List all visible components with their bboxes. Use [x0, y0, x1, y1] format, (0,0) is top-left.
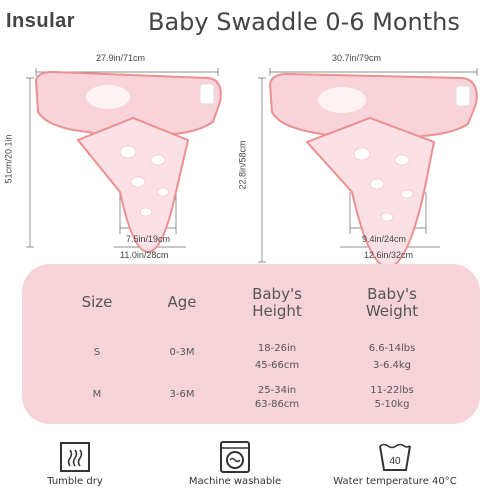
tumble-dry-icon: [60, 442, 90, 472]
small-width-inner-label: 7.5in/19cm: [126, 234, 171, 244]
header-age: Age: [167, 293, 197, 311]
row-weight-lbs: 11-22lbs: [370, 385, 414, 396]
header: Insular Baby Swaddle 0-6 Months: [0, 0, 500, 40]
small-swaddle-image: [26, 68, 222, 254]
row-height-cm: 63-86cm: [254, 399, 300, 410]
small-width-top-label: 27.9in/71cm: [96, 53, 146, 63]
row-height-cm: 45-66cm: [254, 360, 300, 371]
large-swaddle-image: [258, 68, 478, 267]
row-age: 3-6M: [169, 389, 195, 400]
row-size: S: [93, 347, 101, 358]
size-chart-table: Size Age Baby's Height Baby's Weight S 0…: [22, 264, 480, 424]
care-water-temperature: 40 Water temperature 40°C: [320, 440, 470, 495]
temperature-value: 40: [389, 456, 401, 467]
care-label: Machine washable: [188, 476, 282, 487]
care-tumble-dry: Tumble dry: [0, 440, 150, 495]
row-height-in: 25-34in: [257, 385, 297, 396]
row-height-in: 18-26in: [257, 343, 297, 354]
small-width-bottom-label: 11.0in/28cm: [120, 250, 169, 260]
row-weight-lbs: 6.6-14lbs: [368, 343, 416, 354]
row-weight-kg: 5-10kg: [374, 399, 410, 410]
row-age: 0-3M: [169, 347, 195, 358]
machine-wash-icon: [220, 441, 250, 473]
page-title: Baby Swaddle 0-6 Months: [148, 8, 460, 36]
care-machine-wash: Machine washable: [160, 440, 310, 495]
large-height-label: 22.8in/58cm: [237, 140, 248, 190]
care-label: Water temperature 40°C: [333, 476, 457, 487]
large-width-inner-label: 9.4in/24cm: [362, 234, 407, 244]
small-swaddle-panel: 27.9in/71cm 51cm/20.1in 7.5in/19cm 11.0i…: [4, 42, 248, 267]
large-width-top-label: 30.7in/79cm: [332, 53, 382, 63]
large-width-bottom-label: 12.6in/32cm: [364, 250, 414, 260]
brand-logo: Insular: [6, 10, 76, 32]
row-size: M: [92, 389, 102, 400]
row-weight-kg: 3-6.4kg: [372, 360, 411, 371]
header-weight: Baby's Weight: [365, 285, 419, 320]
water-temperature-icon: 40: [379, 443, 411, 471]
header-height: Baby's Height: [252, 285, 302, 320]
care-label: Tumble dry: [47, 476, 103, 487]
header-size: Size: [81, 293, 113, 311]
small-height-label: 51cm/20.1in: [3, 134, 14, 184]
large-swaddle-panel: 30.7in/79cm 22.8in/58cm 9.4in/24cm 12.6i…: [238, 42, 492, 267]
